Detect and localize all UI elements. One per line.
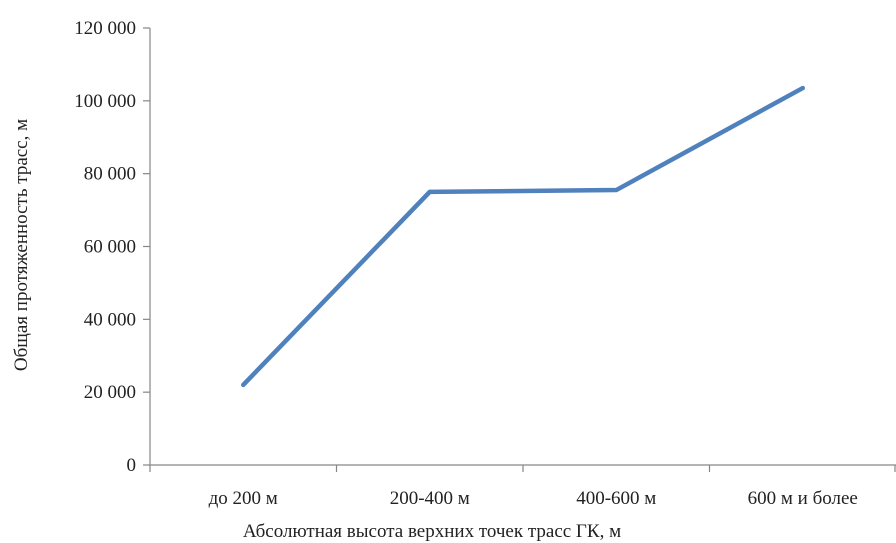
- y-axis-title: Общая протяженность трасс, м: [11, 119, 32, 371]
- series-line: [241, 85, 805, 388]
- x-tick-label: 600 м и более: [748, 488, 858, 509]
- y-tick-label: 80 000: [84, 164, 136, 185]
- y-tick-label: 0: [127, 455, 137, 476]
- y-tick-label: 120 000: [74, 18, 136, 39]
- x-tick-label: 400-600 м: [576, 488, 656, 509]
- x-axis-title: Абсолютная высота верхних точек трасс ГК…: [243, 521, 621, 542]
- y-axis: 0 20 000 40 000 60 000 80 000 100 000 120 000: [74, 18, 151, 476]
- y-tick-label: 20 000: [84, 382, 136, 403]
- x-tick-label: до 200 м: [209, 488, 278, 509]
- y-tick-label: 60 000: [84, 237, 136, 258]
- y-tick-label: 40 000: [84, 309, 136, 330]
- series-lines: [241, 85, 805, 388]
- x-axis: до 200 м 200-400 м 400-600 м 600 м и более: [149, 464, 896, 509]
- y-tick-label: 100 000: [74, 91, 136, 112]
- x-tick-label: 200-400 м: [390, 488, 470, 509]
